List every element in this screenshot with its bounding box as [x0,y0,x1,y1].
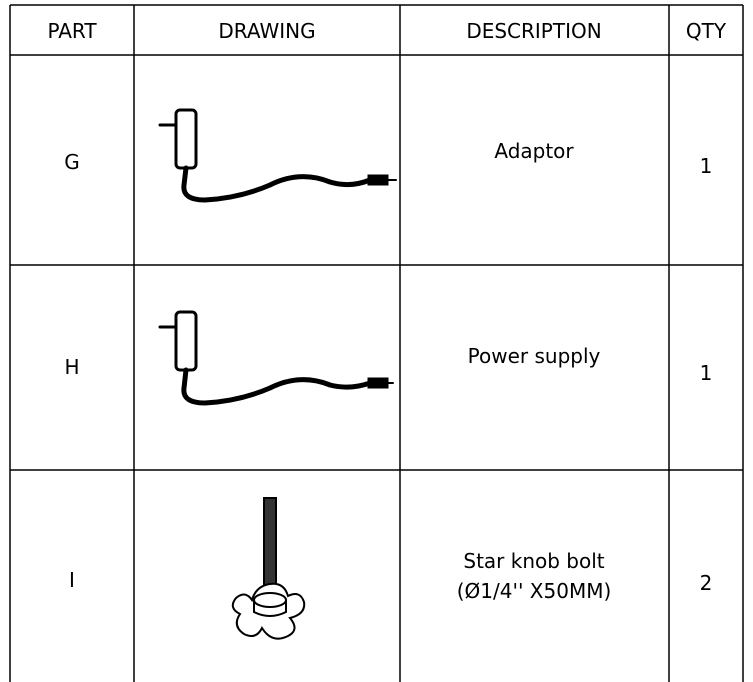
qty-cell: 2 [699,571,713,595]
adaptor-drawing [158,108,397,203]
description-cell: (Ø1/4'' X50MM) [456,579,612,603]
qty-cell: 1 [699,361,713,385]
description-cell: Star knob bolt [463,549,605,573]
part-cell: H [64,355,80,379]
header-cell: QTY [685,19,727,43]
star-knob-bolt-drawing [231,497,306,640]
power-supply-drawing [158,310,394,406]
header-cell: DESCRIPTION [466,19,602,43]
header-cell: PART [47,19,97,43]
header-cell: DRAWING [218,19,316,43]
description-cell: Adaptor [494,139,574,163]
part-cell: G [64,150,80,174]
part-cell: I [69,568,75,592]
description-cell: Power supply [467,344,601,368]
qty-cell: 1 [699,154,713,178]
